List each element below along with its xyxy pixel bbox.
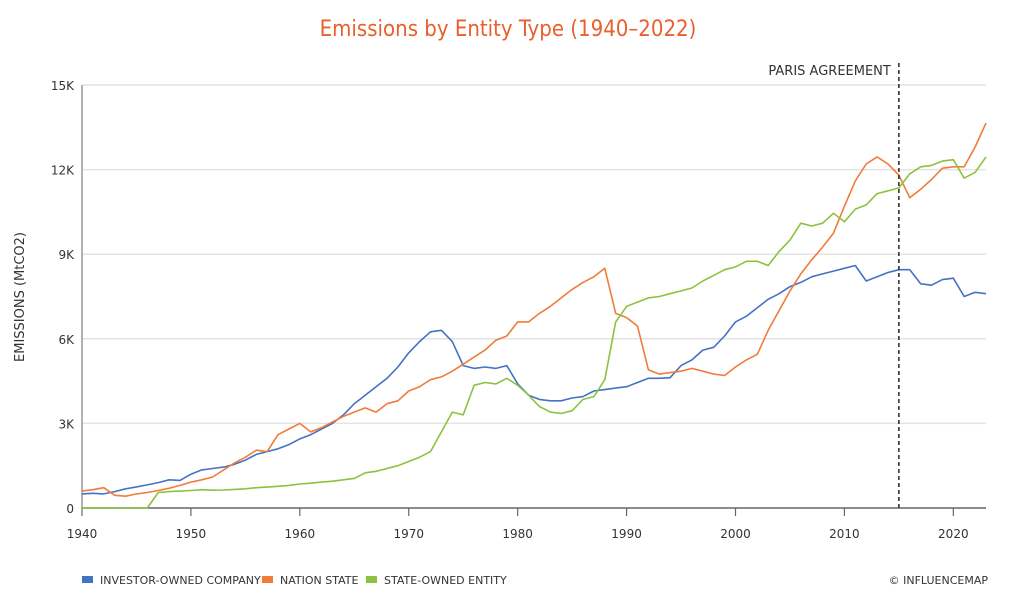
- legend-label: NATION STATE: [280, 574, 358, 587]
- legend-swatch: [82, 576, 93, 583]
- paris-agreement-label: PARIS AGREEMENT: [768, 64, 891, 79]
- y-tick-label: 9K: [58, 248, 75, 262]
- gridlines: [81, 84, 986, 509]
- y-tick-label: 15K: [51, 79, 75, 93]
- series-lines: [81, 122, 987, 509]
- credit-text: © INFLUENCEMAP: [889, 574, 989, 587]
- y-tick-label: 12K: [51, 164, 75, 178]
- x-tick-label: 1980: [502, 527, 533, 541]
- x-axis-ticks: 1940 1950 1960 1970 1980 1990 2000 2010 2020: [67, 508, 969, 541]
- legend-swatch: [262, 576, 273, 583]
- y-axis-label: EMISSIONS (MtCO2): [13, 232, 28, 362]
- legend-label: INVESTOR-OWNED COMPANY: [100, 574, 261, 587]
- y-tick-label: 6K: [58, 333, 75, 347]
- x-tick-label: 2000: [720, 527, 751, 541]
- series-line-nation-state: [81, 122, 987, 498]
- legend-swatch: [366, 576, 377, 583]
- x-tick-label: 1950: [176, 527, 207, 541]
- series-line-state-owned-entity: [82, 156, 987, 509]
- legend-label: STATE-OWNED ENTITY: [384, 574, 507, 587]
- x-tick-label: 2010: [829, 527, 860, 541]
- y-tick-label: 0: [66, 502, 74, 516]
- x-tick-label: 1970: [393, 527, 424, 541]
- y-tick-label: 3K: [58, 417, 75, 431]
- chart-title: Emissions by Entity Type (1940–2022): [320, 17, 697, 42]
- legend: INVESTOR-OWNED COMPANY NATION STATE STATE-…: [82, 574, 507, 587]
- x-tick-label: 1940: [67, 527, 98, 541]
- x-tick-label: 1990: [611, 527, 642, 541]
- series-line-investor-owned-company: [81, 264, 987, 495]
- x-tick-label: 1960: [285, 527, 316, 541]
- x-tick-label: 2020: [938, 527, 969, 541]
- y-axis-ticks: 0 3K 6K 9K 12K 15K: [51, 79, 75, 516]
